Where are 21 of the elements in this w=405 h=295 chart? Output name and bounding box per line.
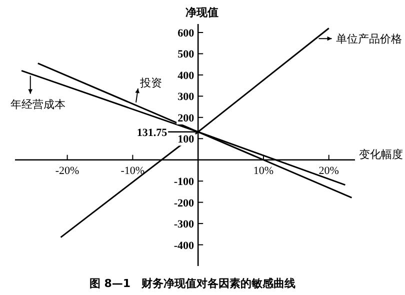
y-tick-label: -400 — [174, 240, 195, 252]
x-tick-label: 10% — [253, 164, 274, 177]
x-tick-label: -10% — [120, 164, 145, 177]
y-tick-label: 100 — [178, 134, 195, 146]
series-label: 年经营成本 — [10, 98, 66, 111]
y-tick-label: 200 — [178, 112, 195, 124]
y-axis-title: 净现值 — [186, 6, 219, 19]
annotation: 131.75 — [136, 126, 168, 139]
x-tick-label: -20% — [55, 164, 80, 177]
text: 图 8—1 财务净现值对各因素的敏感曲线 — [89, 277, 296, 290]
y-tick-label: 600 — [178, 27, 195, 40]
x-tick-label: 20% — [318, 164, 339, 177]
y-tick-label: -200 — [174, 197, 195, 210]
y-tick-label: -300 — [174, 218, 195, 231]
y-tick-label: 400 — [178, 70, 195, 82]
y-tick-label: -100 — [174, 176, 195, 188]
legend-label: 单位产品价格 — [336, 32, 402, 46]
series-label: 投资 — [139, 76, 162, 90]
y-tick-label: 300 — [178, 91, 195, 104]
y-tick-label: 500 — [178, 48, 195, 61]
x-axis-title: 变化幅度 — [359, 148, 403, 161]
